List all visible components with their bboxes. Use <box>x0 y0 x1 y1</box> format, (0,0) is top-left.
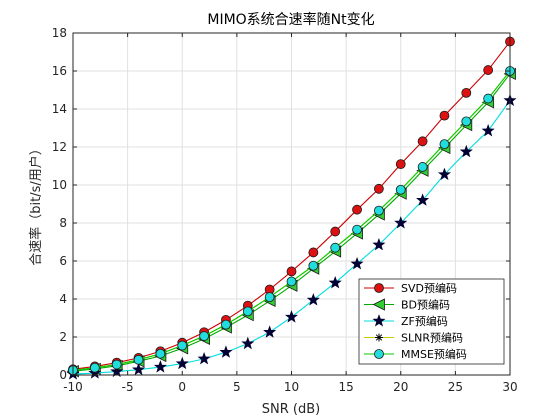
data-point <box>417 162 428 172</box>
data-point <box>306 293 320 306</box>
data-point <box>416 193 430 206</box>
y-tick-label: 18 <box>52 26 67 40</box>
x-axis-label: SNR (dB) <box>262 402 320 417</box>
data-point <box>284 310 299 323</box>
data-point <box>264 292 275 303</box>
data-point <box>328 275 342 289</box>
legend-box <box>358 278 505 365</box>
y-tick-label: 10 <box>52 178 67 192</box>
data-point <box>199 331 210 341</box>
data-point <box>89 362 100 373</box>
data-point <box>483 65 494 75</box>
y-tick-label: 8 <box>59 216 67 230</box>
data-point <box>177 340 188 351</box>
legend: SVD预编码 BD预编码 ZF预编码 SLNR预编码 MMSE预编码 <box>358 278 505 365</box>
legend-marker <box>372 298 385 311</box>
data-point <box>197 351 211 365</box>
data-point <box>373 205 384 216</box>
data-point <box>330 242 341 253</box>
x-tick-label: 0 <box>178 380 186 394</box>
data-point <box>175 356 189 370</box>
x-tick-label: 10 <box>284 380 299 394</box>
data-point <box>133 354 144 365</box>
y-tick-label: 4 <box>59 292 67 306</box>
data-point <box>153 360 167 373</box>
legend-entry: SLNR预编码 <box>364 331 463 345</box>
y-tick-label: 12 <box>52 140 67 154</box>
chart-title: MIMO系统合速率随Nt变化 <box>207 11 374 28</box>
series-1 <box>68 36 515 375</box>
data-point <box>417 136 428 147</box>
data-point <box>221 319 231 330</box>
legend-entry: ZF预编码 <box>364 314 448 328</box>
y-tick-label: 14 <box>52 102 67 116</box>
legend-label: ZF预编码 <box>401 314 448 328</box>
y-tick-label: 16 <box>52 64 67 78</box>
ticks: -10 -5 0 5 10 15 20 25 30 0 2 4 6 8 10 12 14 16 18 <box>52 26 518 394</box>
x-tick-label: -10 <box>63 380 83 394</box>
data-point <box>483 93 494 104</box>
data-point <box>286 266 297 277</box>
x-tick-label: 25 <box>448 380 463 394</box>
legend-label: BD预编码 <box>401 298 450 312</box>
data-point <box>459 144 473 158</box>
data-point <box>111 359 122 370</box>
data-point <box>350 256 364 270</box>
x-tick-label: -5 <box>122 380 134 394</box>
data-point <box>437 167 451 181</box>
y-tick-label: 2 <box>59 330 67 344</box>
data-point <box>132 362 146 376</box>
data-point <box>352 204 362 215</box>
legend-marker <box>374 283 384 293</box>
legend-label: SLNR预编码 <box>401 331 463 345</box>
y-tick-label: 0 <box>59 368 67 382</box>
legend-entry: SVD预编码 <box>364 281 457 295</box>
data-point <box>286 276 297 287</box>
data-point <box>461 87 472 98</box>
data-point <box>263 325 277 338</box>
data-point <box>373 183 384 194</box>
legend-label: SVD预编码 <box>401 281 457 295</box>
data-point <box>481 123 495 137</box>
data-point <box>395 159 406 170</box>
legend-marker <box>375 333 383 342</box>
series-5 <box>68 66 515 376</box>
data-point <box>352 224 362 235</box>
y-tick-label: 6 <box>59 254 67 268</box>
data-point <box>242 306 253 317</box>
data-point <box>308 247 319 258</box>
legend-entry: MMSE预编码 <box>364 347 467 361</box>
data-point <box>219 345 233 358</box>
y-axis-label: 合速率（bit/s/用户） <box>28 142 44 266</box>
legend-entry: BD预编码 <box>364 298 450 312</box>
data-point <box>439 139 450 150</box>
legend-label: MMSE预编码 <box>401 347 467 361</box>
x-tick-label: 15 <box>338 380 353 394</box>
x-tick-label: 5 <box>233 380 241 394</box>
legend-marker <box>374 349 384 359</box>
data-point <box>395 184 406 195</box>
data-point <box>110 364 124 378</box>
data-point <box>439 110 450 121</box>
data-point <box>330 226 341 237</box>
x-tick-label: 30 <box>502 380 517 394</box>
data-point <box>372 237 386 251</box>
legend-entries: SVD预编码 BD预编码 ZF预编码 SLNR预编码 MMSE预编码 <box>364 281 467 361</box>
data-point <box>308 260 319 271</box>
legend-marker <box>372 314 386 327</box>
data-point <box>461 116 472 127</box>
data-point <box>241 336 255 350</box>
series-layer <box>66 36 517 380</box>
x-tick-label: 20 <box>393 380 408 394</box>
data-point <box>155 348 166 359</box>
data-point <box>394 216 408 229</box>
series-3 <box>66 93 517 380</box>
